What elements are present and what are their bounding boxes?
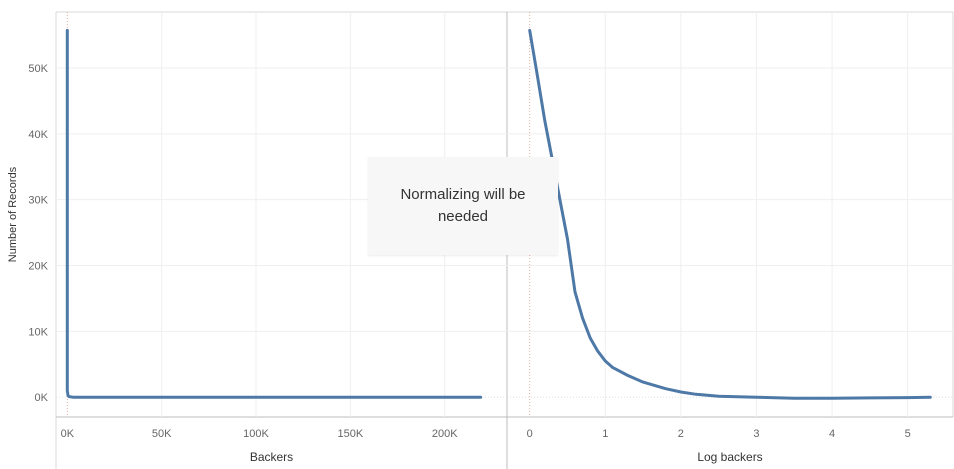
y-tick-label: 30K — [28, 195, 48, 207]
series-line — [65, 28, 483, 399]
series-lines — [65, 28, 932, 400]
y-axis-ticks: 0K 10K 20K 30K 40K 50K — [28, 63, 48, 404]
x-tick-label: 3 — [753, 428, 759, 440]
x-tick-label: 0 — [527, 428, 533, 440]
x-tick-label: 5 — [905, 428, 911, 440]
axis-titles: Backers Number of Records Log backers — [7, 166, 763, 464]
y-tick-label: 0K — [35, 392, 49, 404]
x-axis-title: Log backers — [697, 450, 762, 464]
x-tick-label: 150K — [338, 428, 364, 440]
y-tick-label: 40K — [28, 129, 48, 141]
x-axis-ticks: 0K 50K 100K 150K 200K 0 1 2 3 4 5 — [61, 428, 911, 440]
y-tick-label: 20K — [28, 261, 48, 273]
annotation-callout: Normalizing will be needed — [368, 157, 558, 255]
x-tick-label: 1 — [602, 428, 608, 440]
y-tick-label: 10K — [28, 326, 48, 338]
y-axis-title: Number of Records — [7, 166, 19, 262]
x-tick-label: 50K — [152, 428, 172, 440]
series-line — [528, 28, 932, 400]
y-tick-label: 50K — [28, 63, 48, 75]
x-axis-title: Backers — [250, 450, 293, 464]
x-tick-label: 4 — [829, 428, 835, 440]
x-tick-label: 100K — [243, 428, 269, 440]
x-tick-label: 200K — [432, 428, 458, 440]
x-tick-label: 0K — [61, 428, 75, 440]
x-tick-label: 2 — [678, 428, 684, 440]
annotation-text: Normalizing will be needed — [400, 186, 526, 225]
